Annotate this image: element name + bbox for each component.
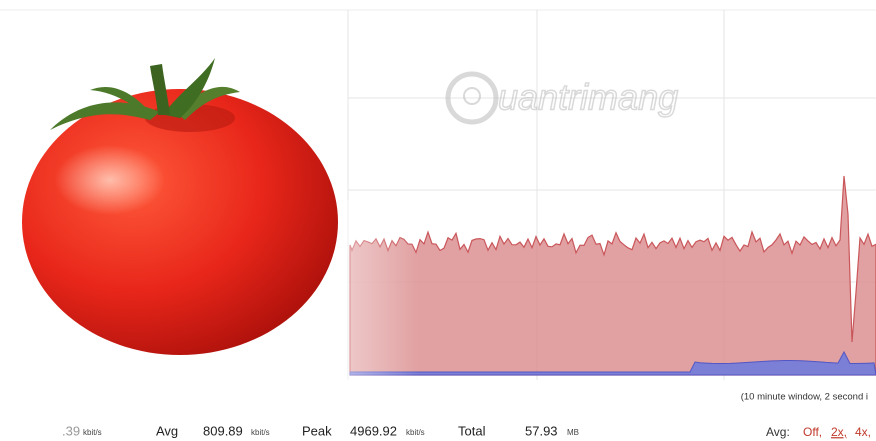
screenshot: uantrimang (10 minute window, 2 second i…	[0, 0, 876, 441]
total-value: 57.93	[525, 423, 558, 438]
rx-area	[350, 176, 876, 375]
graph-caption: (10 minute window, 2 second i	[741, 392, 868, 403]
avg-options-label: Avg:	[766, 425, 790, 439]
current-value: .39	[62, 423, 80, 438]
avg-unit: kbit/s	[251, 428, 270, 437]
avg-option[interactable]: Off,	[803, 425, 822, 439]
peak-value: 4969.92	[350, 423, 397, 438]
total-unit: MB	[567, 428, 579, 437]
tomato	[22, 58, 338, 355]
avg-option[interactable]: 2x,	[831, 425, 847, 439]
avg-option[interactable]: 4x,	[855, 425, 871, 439]
avg-options: Avg: Off, 2x, 4x,	[766, 425, 871, 439]
peak-label: Peak	[302, 423, 332, 438]
current-unit: kbit/s	[83, 428, 102, 437]
avg-value: 809.89	[203, 423, 243, 438]
stats: .39 kbit/s Avg 809.89 kbit/s Peak 4969.9…	[62, 423, 579, 438]
avg-label: Avg	[156, 423, 178, 438]
peak-unit: kbit/s	[406, 428, 425, 437]
watermark-text: uantrimang	[498, 77, 678, 118]
total-label: Total	[458, 423, 486, 438]
